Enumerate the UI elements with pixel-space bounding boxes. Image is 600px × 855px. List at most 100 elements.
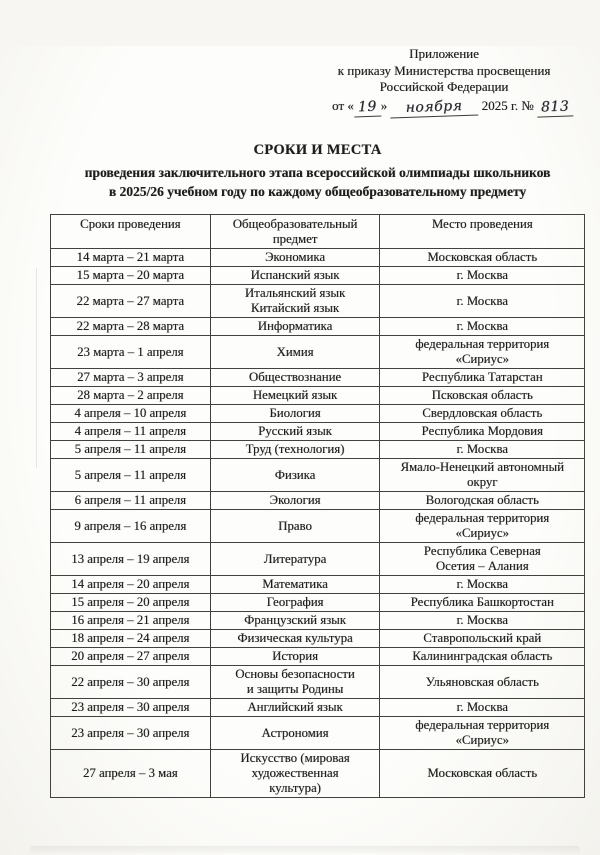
- date-cell: 16 апреля – 21 апреля: [50, 611, 211, 630]
- date-cell: 28 марта – 2 апреля: [50, 386, 211, 405]
- subject-cell: Основы безопасности и защиты Родины: [209, 665, 381, 699]
- place-cell: Республика Татарстан: [379, 368, 585, 387]
- table-row: 18 апреля – 24 апреля Физическая культур…: [50, 629, 585, 648]
- place-cell: г. Москва: [379, 611, 585, 630]
- subject-cell: Астрономия: [209, 716, 381, 750]
- table-row: 22 апреля – 30 апреля Основы безопасност…: [50, 665, 585, 699]
- appendix-label: Приложение: [409, 46, 479, 61]
- table-row: 5 апреля – 11 апреля Труд (технология) г…: [50, 440, 585, 459]
- place-cell: Республика Мордовия: [379, 422, 585, 441]
- date-cell: 9 апреля – 16 апреля: [50, 509, 211, 543]
- table-row: 28 марта – 2 апреля Немецкий язык Псковс…: [50, 386, 585, 405]
- date-cell: 13 апреля – 19 апреля: [50, 542, 211, 576]
- date-cell: 14 марта – 21 марта: [50, 248, 211, 267]
- document-title: СРОКИ И МЕСТА проведения заключительного…: [50, 141, 585, 201]
- table-row: 16 апреля – 21 апреля Французский язык г…: [50, 611, 585, 630]
- place-cell: Ямало-Ненецкий автономный округ: [379, 458, 585, 492]
- title-main: СРОКИ И МЕСТА: [253, 142, 382, 158]
- date-cell: 23 марта – 1 апреля: [50, 335, 211, 369]
- table-row: 22 марта – 28 марта Информатика г. Москв…: [50, 317, 585, 336]
- subject-cell: Информатика: [209, 317, 381, 336]
- subject-cell: Биология: [209, 404, 381, 423]
- place-cell: федеральная территория «Сириус»: [379, 335, 585, 369]
- column-header-place: Место проведения: [379, 214, 585, 249]
- place-cell: г. Москва: [379, 284, 585, 318]
- place-cell: г. Москва: [379, 575, 585, 594]
- table-row: 5 апреля – 11 апреля Физика Ямало-Ненецк…: [50, 458, 585, 492]
- place-cell: федеральная территория «Сириус»: [379, 716, 585, 750]
- subject-cell: Физическая культура: [209, 629, 381, 648]
- date-cell: 14 апреля – 20 апреля: [50, 575, 211, 594]
- place-cell: Республика Башкортостан: [379, 593, 585, 612]
- table-row: 14 марта – 21 марта Экономика Московская…: [50, 248, 585, 267]
- date-cell: 5 апреля – 11 апреля: [50, 458, 211, 492]
- date-cell: 20 апреля – 27 апреля: [50, 647, 211, 666]
- date-prefix: от «: [332, 97, 354, 113]
- subject-cell: Экономика: [209, 248, 381, 267]
- table-row: 9 апреля – 16 апреля Право федеральная т…: [50, 509, 585, 543]
- table-row: 23 апреля – 30 апреля Английский язык г.…: [50, 698, 585, 717]
- date-cell: 4 апреля – 10 апреля: [50, 404, 211, 423]
- subject-cell: Математика: [209, 575, 381, 594]
- date-cell: 4 апреля – 11 апреля: [50, 422, 211, 441]
- table-header-row: Сроки проведения Общеобразовательный пре…: [50, 214, 585, 249]
- subject-cell: Обществознание: [209, 368, 381, 387]
- table-row: 4 апреля – 11 апреля Русский язык Респуб…: [50, 422, 585, 441]
- subject-cell: Физика: [209, 458, 381, 492]
- date-cell: 18 апреля – 24 апреля: [50, 629, 211, 648]
- subject-cell: Английский язык: [209, 698, 381, 717]
- subject-cell: Экология: [209, 491, 381, 510]
- date-quote-close: »: [380, 97, 388, 113]
- place-cell: федеральная территория «Сириус»: [379, 509, 585, 543]
- document-page: Приложение к приказу Министерства просве…: [0, 46, 600, 855]
- schedule-table: Сроки проведения Общеобразовательный пре…: [50, 214, 585, 798]
- table-row: 15 апреля – 20 апреля География Республи…: [50, 593, 585, 612]
- table-row: 22 марта – 27 марта Итальянский язык Кит…: [50, 284, 585, 318]
- subject-cell: Химия: [209, 335, 381, 369]
- subject-cell: Русский язык: [209, 422, 381, 441]
- place-cell: Калининградская область: [379, 647, 585, 666]
- subject-cell: Испанский язык: [209, 266, 381, 285]
- table-row: 4 апреля – 10 апреля Биология Свердловск…: [50, 404, 585, 423]
- subject-cell: Труд (технология): [209, 440, 381, 459]
- place-cell: Московская область: [379, 749, 585, 798]
- column-header-subject: Общеобразовательный предмет: [209, 214, 381, 249]
- table-row: 14 апреля – 20 апреля Математика г. Моск…: [50, 575, 585, 594]
- subject-cell: Литература: [209, 542, 381, 576]
- place-cell: г. Москва: [379, 317, 585, 336]
- subject-cell: Итальянский язык Китайский язык: [209, 284, 381, 318]
- date-cell: 27 марта – 3 апреля: [50, 368, 211, 387]
- subject-cell: География: [209, 593, 381, 612]
- table-row: 13 апреля – 19 апреля Литература Республ…: [50, 542, 585, 576]
- table-row: 23 марта – 1 апреля Химия федеральная те…: [50, 335, 585, 369]
- date-cell: 15 марта – 20 марта: [50, 266, 211, 285]
- date-cell: 22 апреля – 30 апреля: [50, 665, 211, 699]
- place-cell: Вологодская область: [379, 491, 585, 510]
- title-sub-line1: проведения заключительного этапа всеросс…: [84, 165, 551, 180]
- table-row: 27 марта – 3 апреля Обществознание Респу…: [50, 368, 585, 387]
- order-reference-line1: к приказу Министерства просвещения: [337, 62, 551, 78]
- place-cell: Ставропольский край: [379, 629, 585, 648]
- table-row: 20 апреля – 27 апреля История Калинингра…: [50, 647, 585, 666]
- subject-cell: Право: [209, 509, 381, 543]
- place-cell: Ульяновская область: [379, 665, 585, 699]
- handwritten-day: 19: [353, 98, 381, 117]
- place-cell: Республика Северная Осетия – Алания: [379, 542, 585, 576]
- date-cell: 23 апреля – 30 апреля: [50, 716, 211, 750]
- place-cell: Московская область: [379, 248, 585, 267]
- scan-artifact-line: [36, 268, 37, 468]
- date-cell: 23 апреля – 30 апреля: [50, 698, 211, 717]
- subject-cell: История: [209, 647, 381, 666]
- table-row: 23 апреля – 30 апреля Астрономия федерал…: [50, 716, 585, 750]
- column-header-dates: Сроки проведения: [50, 214, 211, 249]
- table-body: 14 марта – 21 марта Экономика Московская…: [50, 248, 585, 798]
- subject-cell: Немецкий язык: [209, 386, 381, 405]
- handwritten-month: ноября: [390, 96, 479, 118]
- title-sub-line2: в 2025/26 учебном году по каждому общеоб…: [108, 184, 527, 199]
- scan-shadow: [30, 846, 580, 853]
- handwritten-order-number: 813: [536, 97, 574, 117]
- subject-cell: Французский язык: [209, 611, 381, 630]
- place-cell: г. Москва: [379, 266, 585, 285]
- date-cell: 15 апреля – 20 апреля: [50, 593, 211, 612]
- subject-cell: Искусство (мировая художественная культу…: [209, 749, 381, 798]
